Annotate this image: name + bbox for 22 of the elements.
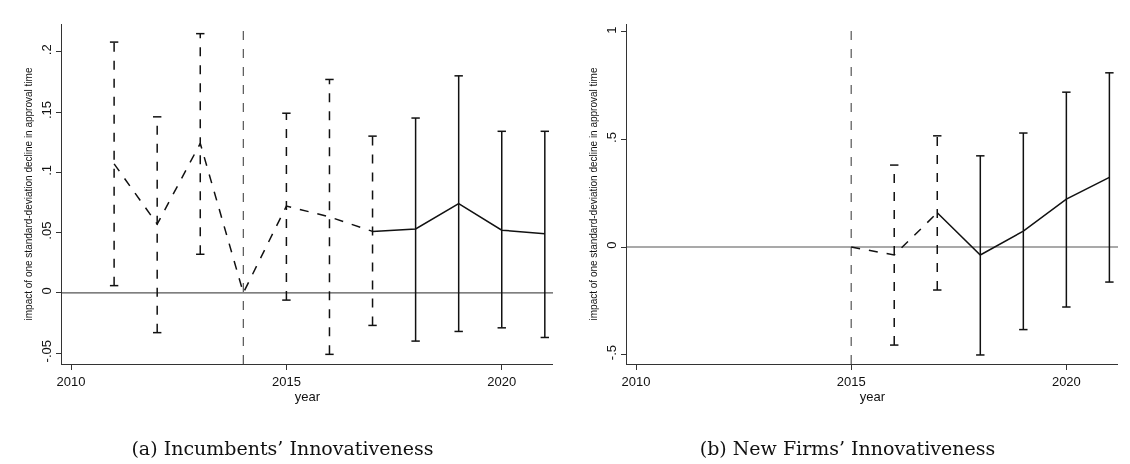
x-tick-label: 2020 [487, 373, 517, 389]
x-axis-title: year [859, 388, 886, 404]
y-tick-label: -.05 [38, 340, 54, 363]
x-axis-title: year [294, 388, 321, 404]
y-axis-title: impact of one standard-deviation decline in approval time [587, 67, 599, 321]
text: (b) New Firms’ Innovativeness [699, 436, 996, 459]
y-tick-label: 0 [38, 287, 54, 295]
y-tick-label: 0 [603, 241, 619, 249]
y-tick-label: .5 [603, 132, 619, 143]
y-axis-title: impact of one standard-deviation decline in approval time [22, 67, 34, 321]
y-tick-label: -.5 [603, 345, 619, 361]
y-tick-label: .15 [38, 101, 54, 120]
x-tick-label: 2010 [56, 373, 86, 389]
y-tick-label: .05 [38, 221, 54, 240]
text: (a) Incumbents’ Innovativeness [131, 436, 434, 459]
y-tick-label: 1 [603, 26, 619, 34]
x-tick-label: 2020 [1051, 373, 1081, 389]
x-tick-label: 2015 [271, 373, 301, 389]
y-tick-label: .1 [38, 164, 54, 176]
y-tick-label: .2 [38, 44, 54, 56]
x-tick-label: 2010 [621, 373, 651, 389]
x-tick-label: 2015 [836, 373, 866, 389]
